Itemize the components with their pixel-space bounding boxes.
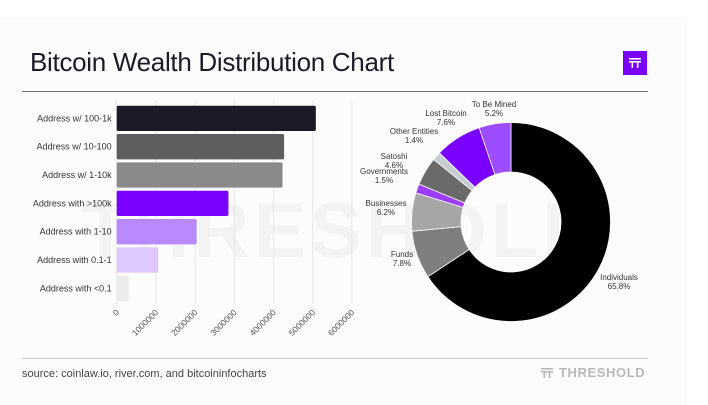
threshold-logo-icon	[623, 51, 647, 75]
slice-label: To Be Mined	[472, 100, 516, 109]
slice-value: 5.2%	[485, 109, 503, 118]
slice-label: Lost Bitcoin	[425, 109, 466, 118]
slice-value: 1.4%	[405, 136, 423, 145]
x-tick-label: 4000000	[247, 307, 278, 338]
brand-name: THRESHOLD	[559, 365, 646, 380]
donut-slice	[427, 122, 611, 322]
footer-divider	[22, 358, 648, 359]
category-label: Address w/ 10-100	[37, 142, 112, 152]
donut-slice	[478, 122, 512, 176]
x-tick-label: 2000000	[169, 307, 200, 338]
slice-value: 7.8%	[393, 259, 411, 268]
source-text: source: coinlaw.io, river.com, and bitco…	[22, 368, 267, 380]
header-divider	[22, 91, 648, 92]
slice-label: Individuals	[600, 273, 638, 282]
x-tick-label: 5000000	[287, 307, 318, 338]
bar	[116, 247, 159, 273]
slice-label: Businesses	[366, 199, 407, 208]
slice-value: 1.5%	[375, 176, 393, 185]
category-label: Address w/ 100-1k	[37, 113, 112, 123]
x-tick-label: 0	[111, 307, 122, 318]
x-tick-label: 1000000	[130, 307, 161, 338]
bar	[116, 275, 129, 301]
slice-value: 7.6%	[437, 118, 455, 127]
slice-value: 4.6%	[385, 161, 403, 170]
page-title: Bitcoin Wealth Distribution Chart	[30, 47, 394, 77]
bar	[116, 134, 285, 160]
category-label: Address w/ 1-10k	[42, 170, 112, 180]
bar	[116, 162, 283, 188]
slice-label: Other Entities	[390, 127, 438, 136]
bar	[116, 219, 197, 245]
footer-brand: THRESHOLD	[540, 365, 645, 380]
bar	[116, 105, 316, 131]
slice-label: Funds	[391, 250, 413, 259]
slice-label: Governments	[360, 167, 408, 176]
category-label: Address with 0.1-1	[37, 255, 112, 265]
category-label: Address with 1-10	[40, 227, 112, 237]
bar	[116, 190, 229, 216]
bar-chart: 0 1000000 2000000 3000000 4000000 5000000 6000…	[33, 100, 357, 338]
category-label: Address with <0.1	[40, 283, 112, 293]
slice-label: Satoshi	[381, 152, 408, 161]
x-tick-label: 3000000	[208, 307, 239, 338]
x-tick-label: 6000000	[326, 307, 357, 338]
category-label: Address with >100k	[33, 198, 112, 208]
slice-value: 6.2%	[377, 208, 395, 217]
slice-value: 65.8%	[608, 282, 631, 291]
threshold-brand-icon	[541, 367, 553, 378]
